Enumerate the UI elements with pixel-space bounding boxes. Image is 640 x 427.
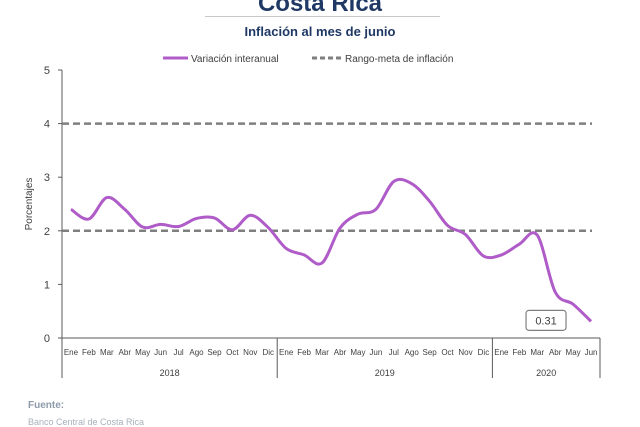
x-tick-label: Feb <box>297 348 311 357</box>
x-tick-label: Abr <box>549 348 562 357</box>
chart-title: Costa Rica <box>257 0 383 17</box>
annotation-label: 0.31 <box>535 315 556 327</box>
x-tick-label: Ago <box>189 348 204 357</box>
x-year-label: 2019 <box>375 368 395 378</box>
y-axis-title: Porcentajes <box>24 178 35 231</box>
series-point <box>411 182 413 184</box>
legend-label-series: Variación interanual <box>191 54 279 65</box>
chart-legend: Variación interanual Rango-meta de infla… <box>163 54 453 65</box>
x-tick-label: Mar <box>315 348 329 357</box>
x-tick-label: Mar <box>100 348 114 357</box>
y-tick-label: 1 <box>44 279 50 291</box>
x-tick-label: Jun <box>369 348 382 357</box>
series-point <box>554 291 556 293</box>
series-point <box>482 255 484 257</box>
series-point <box>70 208 72 210</box>
y-tick-label: 5 <box>44 65 50 77</box>
x-tick-label: Oct <box>226 348 239 357</box>
x-tick-label: Jul <box>389 348 399 357</box>
series-point <box>195 217 197 219</box>
series-point <box>88 218 90 220</box>
series-point <box>285 247 287 249</box>
y-tick-label: 4 <box>44 119 50 131</box>
x-tick-label: May <box>135 348 150 357</box>
x-year-label: 2020 <box>536 368 556 378</box>
chart-subtitle: Inflación al mes de junio <box>244 24 396 39</box>
x-tick-label: Ene <box>64 348 79 357</box>
series-point <box>321 262 323 264</box>
series-point <box>500 254 502 256</box>
x-tick-label: Jul <box>173 348 183 357</box>
series-point <box>231 229 233 231</box>
x-tick-label: Nov <box>458 348 472 357</box>
x-tick-label: Abr <box>119 348 132 357</box>
annotation-box <box>525 309 567 331</box>
source-text: Banco Central de Costa Rica <box>28 417 145 427</box>
series-point <box>375 208 377 210</box>
x-tick-label: Feb <box>512 348 526 357</box>
series-point <box>339 227 341 229</box>
series-point <box>159 223 161 225</box>
x-year-label: 2018 <box>160 368 180 378</box>
y-tick-label: 3 <box>44 172 50 184</box>
series-point <box>572 303 574 305</box>
series-line-variacion-interanual <box>70 177 593 323</box>
series-point <box>393 180 395 182</box>
x-tick-label: Nov <box>243 348 257 357</box>
x-tick-label: Mar <box>530 348 544 357</box>
series-point <box>464 233 466 235</box>
x-tick-label: Dic <box>478 348 490 357</box>
x-tick-label: Jun <box>585 348 598 357</box>
series-point <box>303 254 305 256</box>
x-tick-label: Dic <box>262 348 274 357</box>
x-tick-label: May <box>566 348 581 357</box>
x-tick-label: Ene <box>494 348 509 357</box>
series-point <box>267 226 269 228</box>
series-point <box>428 200 430 202</box>
x-tick-label: Oct <box>441 348 454 357</box>
x-tick-label: Ago <box>405 348 420 357</box>
series-point <box>518 243 520 245</box>
series-point <box>249 214 251 216</box>
series-point <box>142 226 144 228</box>
x-tick-label: Sep <box>423 348 438 357</box>
y-tick-label: 2 <box>44 226 50 238</box>
series-point <box>213 217 215 219</box>
x-tick-label: Abr <box>334 348 347 357</box>
x-tick-label: May <box>350 348 365 357</box>
x-tick-label: Jun <box>154 348 167 357</box>
series-point <box>124 208 126 210</box>
x-tick-label: Feb <box>82 348 96 357</box>
series-point <box>536 234 538 236</box>
series-point <box>106 196 108 198</box>
series-point <box>177 225 179 227</box>
x-tick-label: Ene <box>279 348 294 357</box>
title-divider <box>205 16 440 17</box>
legend-label-target: Rango-meta de inflación <box>345 54 453 65</box>
series-point <box>590 320 592 322</box>
source-label: Fuente: <box>28 400 65 411</box>
series-point <box>357 213 359 215</box>
series-point <box>446 224 448 226</box>
x-tick-label: Sep <box>207 348 222 357</box>
y-tick-label: 0 <box>44 333 50 345</box>
